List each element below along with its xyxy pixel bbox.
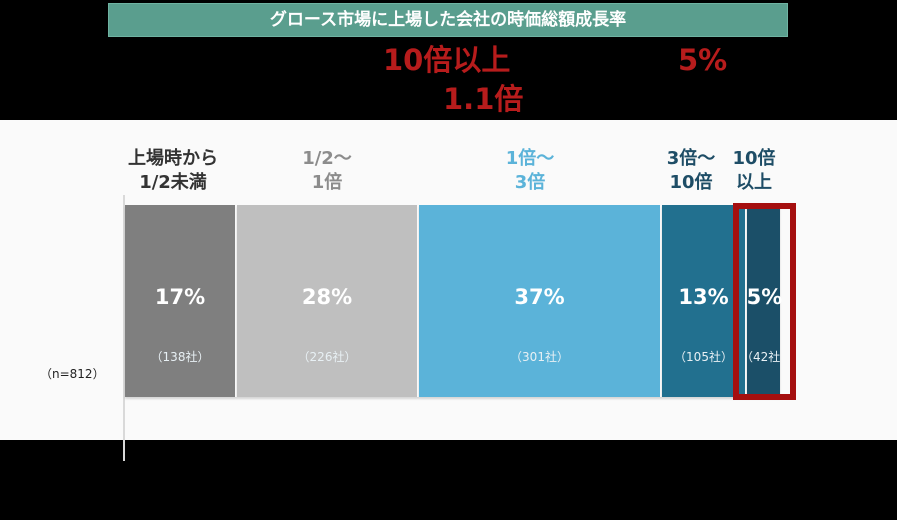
highlight-box xyxy=(733,203,796,400)
y-axis-line xyxy=(123,195,125,461)
segment-count: （42社 xyxy=(741,350,780,364)
bar-segment-1x-to-3x: 37% （301社） xyxy=(419,205,662,397)
segment-pct: 13% xyxy=(678,285,729,309)
bar-segment-half-to-1x: 28% （226社） xyxy=(237,205,419,397)
category-label-line1: 10倍 xyxy=(732,148,776,169)
category-label-line1: 上場時から xyxy=(128,148,218,169)
category-label-line2: 1倍 xyxy=(311,172,343,193)
segment-count: （226社） xyxy=(297,350,357,364)
chart-title: グロース市場に上場した会社の時価総額成長率 xyxy=(108,3,788,37)
category-label-line2: 10倍 xyxy=(669,172,713,193)
category-label-line1: 1倍〜 xyxy=(505,148,555,169)
segment-count: （301社） xyxy=(510,350,569,364)
highlight-multiple: 1.1倍 xyxy=(443,82,524,116)
category-label-under-half: 上場時から 1/2未満 xyxy=(118,147,228,195)
category-label-1x-to-3x: 1倍〜 3倍 xyxy=(470,147,590,195)
highlight-10x-label: 10倍以上 xyxy=(383,43,511,77)
category-label-3x-to-10x: 3倍〜 10倍 xyxy=(658,147,724,195)
bar-segment-10x-plus: 5% （42社 xyxy=(741,205,782,397)
segment-pct: 28% xyxy=(301,285,353,309)
segment-pct: 17% xyxy=(154,285,206,309)
category-label-10x-plus: 10倍 以上 xyxy=(724,147,784,195)
category-label-half-to-1x: 1/2〜 1倍 xyxy=(262,147,392,195)
sample-size-label: （n=812） xyxy=(40,367,105,381)
bar-segment-3x-to-10x: 13% （105社） xyxy=(662,205,747,397)
segment-count: （138社） xyxy=(150,350,210,364)
category-label-line1: 1/2〜 xyxy=(302,148,352,169)
category-label-line1: 3倍〜 xyxy=(666,148,716,169)
segment-count: （105社） xyxy=(674,350,733,364)
highlight-5pct: 5% xyxy=(678,43,728,77)
category-label-line2: 1/2未満 xyxy=(139,172,207,193)
bar-segment-under-half: 17% （138社） xyxy=(125,205,237,397)
segment-pct: 37% xyxy=(514,285,565,309)
segment-pct: 5% xyxy=(746,285,783,309)
category-label-line2: 3倍 xyxy=(514,172,546,193)
category-label-line2: 以上 xyxy=(736,172,772,193)
